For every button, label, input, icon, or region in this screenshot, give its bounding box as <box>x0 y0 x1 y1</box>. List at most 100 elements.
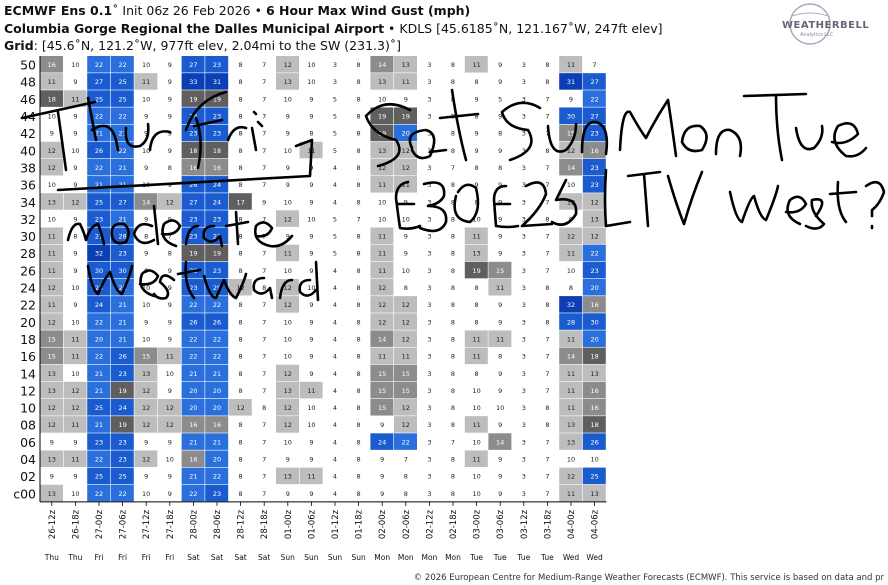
heatmap-cell <box>276 158 299 176</box>
cell-value-label: 9 <box>144 318 148 326</box>
heatmap-cell <box>205 364 229 382</box>
heatmap-cell <box>582 73 606 90</box>
cell-value-label: 3 <box>522 95 526 103</box>
heatmap-cell <box>346 90 370 107</box>
heatmap-cell <box>134 56 158 73</box>
cell-value-label: 9 <box>309 456 313 464</box>
cell-value-label: 8 <box>239 421 243 429</box>
cell-value-label: 12 <box>567 233 575 241</box>
cell-value-label: 9 <box>309 490 313 498</box>
cell-value-label: 7 <box>545 233 549 241</box>
heatmap-cell <box>464 227 488 245</box>
cell-value-label: 3 <box>522 284 526 292</box>
x-tick-label: 03-18z <box>543 509 553 539</box>
heatmap-cell <box>110 364 134 382</box>
heatmap-cell <box>346 56 370 73</box>
cell-value-label: 7 <box>262 181 266 189</box>
cell-value-label: 12 <box>402 164 410 172</box>
heatmap-cell <box>346 107 370 124</box>
cell-value-label: 8 <box>239 353 243 361</box>
heatmap-cell <box>441 484 465 502</box>
heatmap-cell <box>559 141 583 159</box>
cell-value-label: 13 <box>48 387 56 395</box>
heatmap-cell <box>205 227 229 245</box>
cell-value-label: 22 <box>95 61 103 69</box>
heatmap-cell <box>323 141 347 159</box>
heatmap-cell <box>441 467 465 485</box>
cell-value-label: 4 <box>333 267 337 275</box>
heatmap-cell <box>582 330 606 347</box>
heatmap-cell <box>582 176 606 193</box>
cell-value-label: 8 <box>451 147 455 155</box>
cell-value-label: 8 <box>357 353 361 361</box>
heatmap-cell <box>205 141 229 159</box>
cell-value-label: 10 <box>378 215 386 223</box>
cell-value-label: 9 <box>404 95 408 103</box>
cell-value-label: 10 <box>142 335 150 343</box>
cell-value-label: 8 <box>309 130 313 138</box>
copyright-footer: © 2026 European Centre for Medium-Range … <box>413 573 884 583</box>
heatmap-cell <box>346 313 370 330</box>
heatmap-cell <box>582 278 606 296</box>
cell-value-label: 11 <box>378 233 386 241</box>
heatmap-cell <box>323 313 347 330</box>
y-tick-label: 42 <box>20 126 36 141</box>
cell-value-label: 3 <box>427 370 431 378</box>
heatmap-cell <box>464 330 488 347</box>
cell-value-label: 7 <box>545 335 549 343</box>
cell-value-label: 11 <box>378 267 386 275</box>
cell-value-label: 21 <box>118 301 126 309</box>
heatmap-cell <box>181 467 205 485</box>
cell-value-label: 8 <box>239 233 243 241</box>
cell-value-label: 25 <box>95 284 103 292</box>
heatmap-cell <box>299 56 323 73</box>
heatmap-cell <box>110 56 134 73</box>
cell-value-label: 9 <box>286 181 290 189</box>
heatmap-cell <box>535 484 559 502</box>
heatmap-cell <box>323 261 347 279</box>
cell-value-label: 9 <box>309 353 313 361</box>
cell-value-label: 9 <box>168 130 172 138</box>
annotation-stroke-1 <box>184 90 264 170</box>
cell-value-label: 10 <box>472 473 480 481</box>
cell-value-label: 27 <box>189 61 197 69</box>
cell-value-label: 3 <box>427 353 431 361</box>
heatmap-cell <box>512 484 535 502</box>
cell-value-label: 3 <box>427 61 431 69</box>
cell-value-label: 8 <box>451 250 455 258</box>
cell-value-label: 13 <box>590 490 598 498</box>
heatmap-cell <box>134 193 158 210</box>
cell-value-label: 3 <box>522 473 526 481</box>
y-tick-label: 30 <box>20 229 36 244</box>
cell-value-label: 9 <box>475 130 479 138</box>
cell-value-label: 9 <box>73 301 77 309</box>
heatmap-cell <box>110 278 134 296</box>
heatmap-cell <box>323 450 347 467</box>
cell-value-label: 9 <box>286 233 290 241</box>
heatmap-cell <box>323 484 347 502</box>
cell-value-label: 8 <box>475 318 479 326</box>
cell-value-label: 9 <box>309 438 313 446</box>
x-tick-label: 01-12z <box>331 509 341 539</box>
heatmap-cell <box>394 313 417 330</box>
heatmap-cell <box>276 364 299 382</box>
heatmap-cell <box>252 56 276 73</box>
x-tick-label: 04-00z <box>567 509 577 539</box>
y-tick-label: 12 <box>20 383 36 398</box>
heatmap-cell <box>158 56 181 73</box>
cell-value-label: 10 <box>567 181 575 189</box>
cell-value-label: 20 <box>213 387 221 395</box>
cell-value-label: 7 <box>262 353 266 361</box>
heatmap-cell <box>535 90 559 107</box>
site-details: • KDLS [45.6185˚N, 121.167˚W, 247ft elev… <box>384 20 663 36</box>
cell-value-label: 8 <box>357 490 361 498</box>
cell-value-label: 9 <box>286 164 290 172</box>
cell-value-label: 9 <box>475 95 479 103</box>
cell-value-label: 8 <box>451 198 455 206</box>
cell-value-label: 13 <box>567 438 575 446</box>
cell-value-label: 3 <box>427 301 431 309</box>
cell-value-label: 23 <box>118 250 126 258</box>
cell-value-label: 9 <box>309 335 313 343</box>
heatmap-cell <box>252 176 276 193</box>
